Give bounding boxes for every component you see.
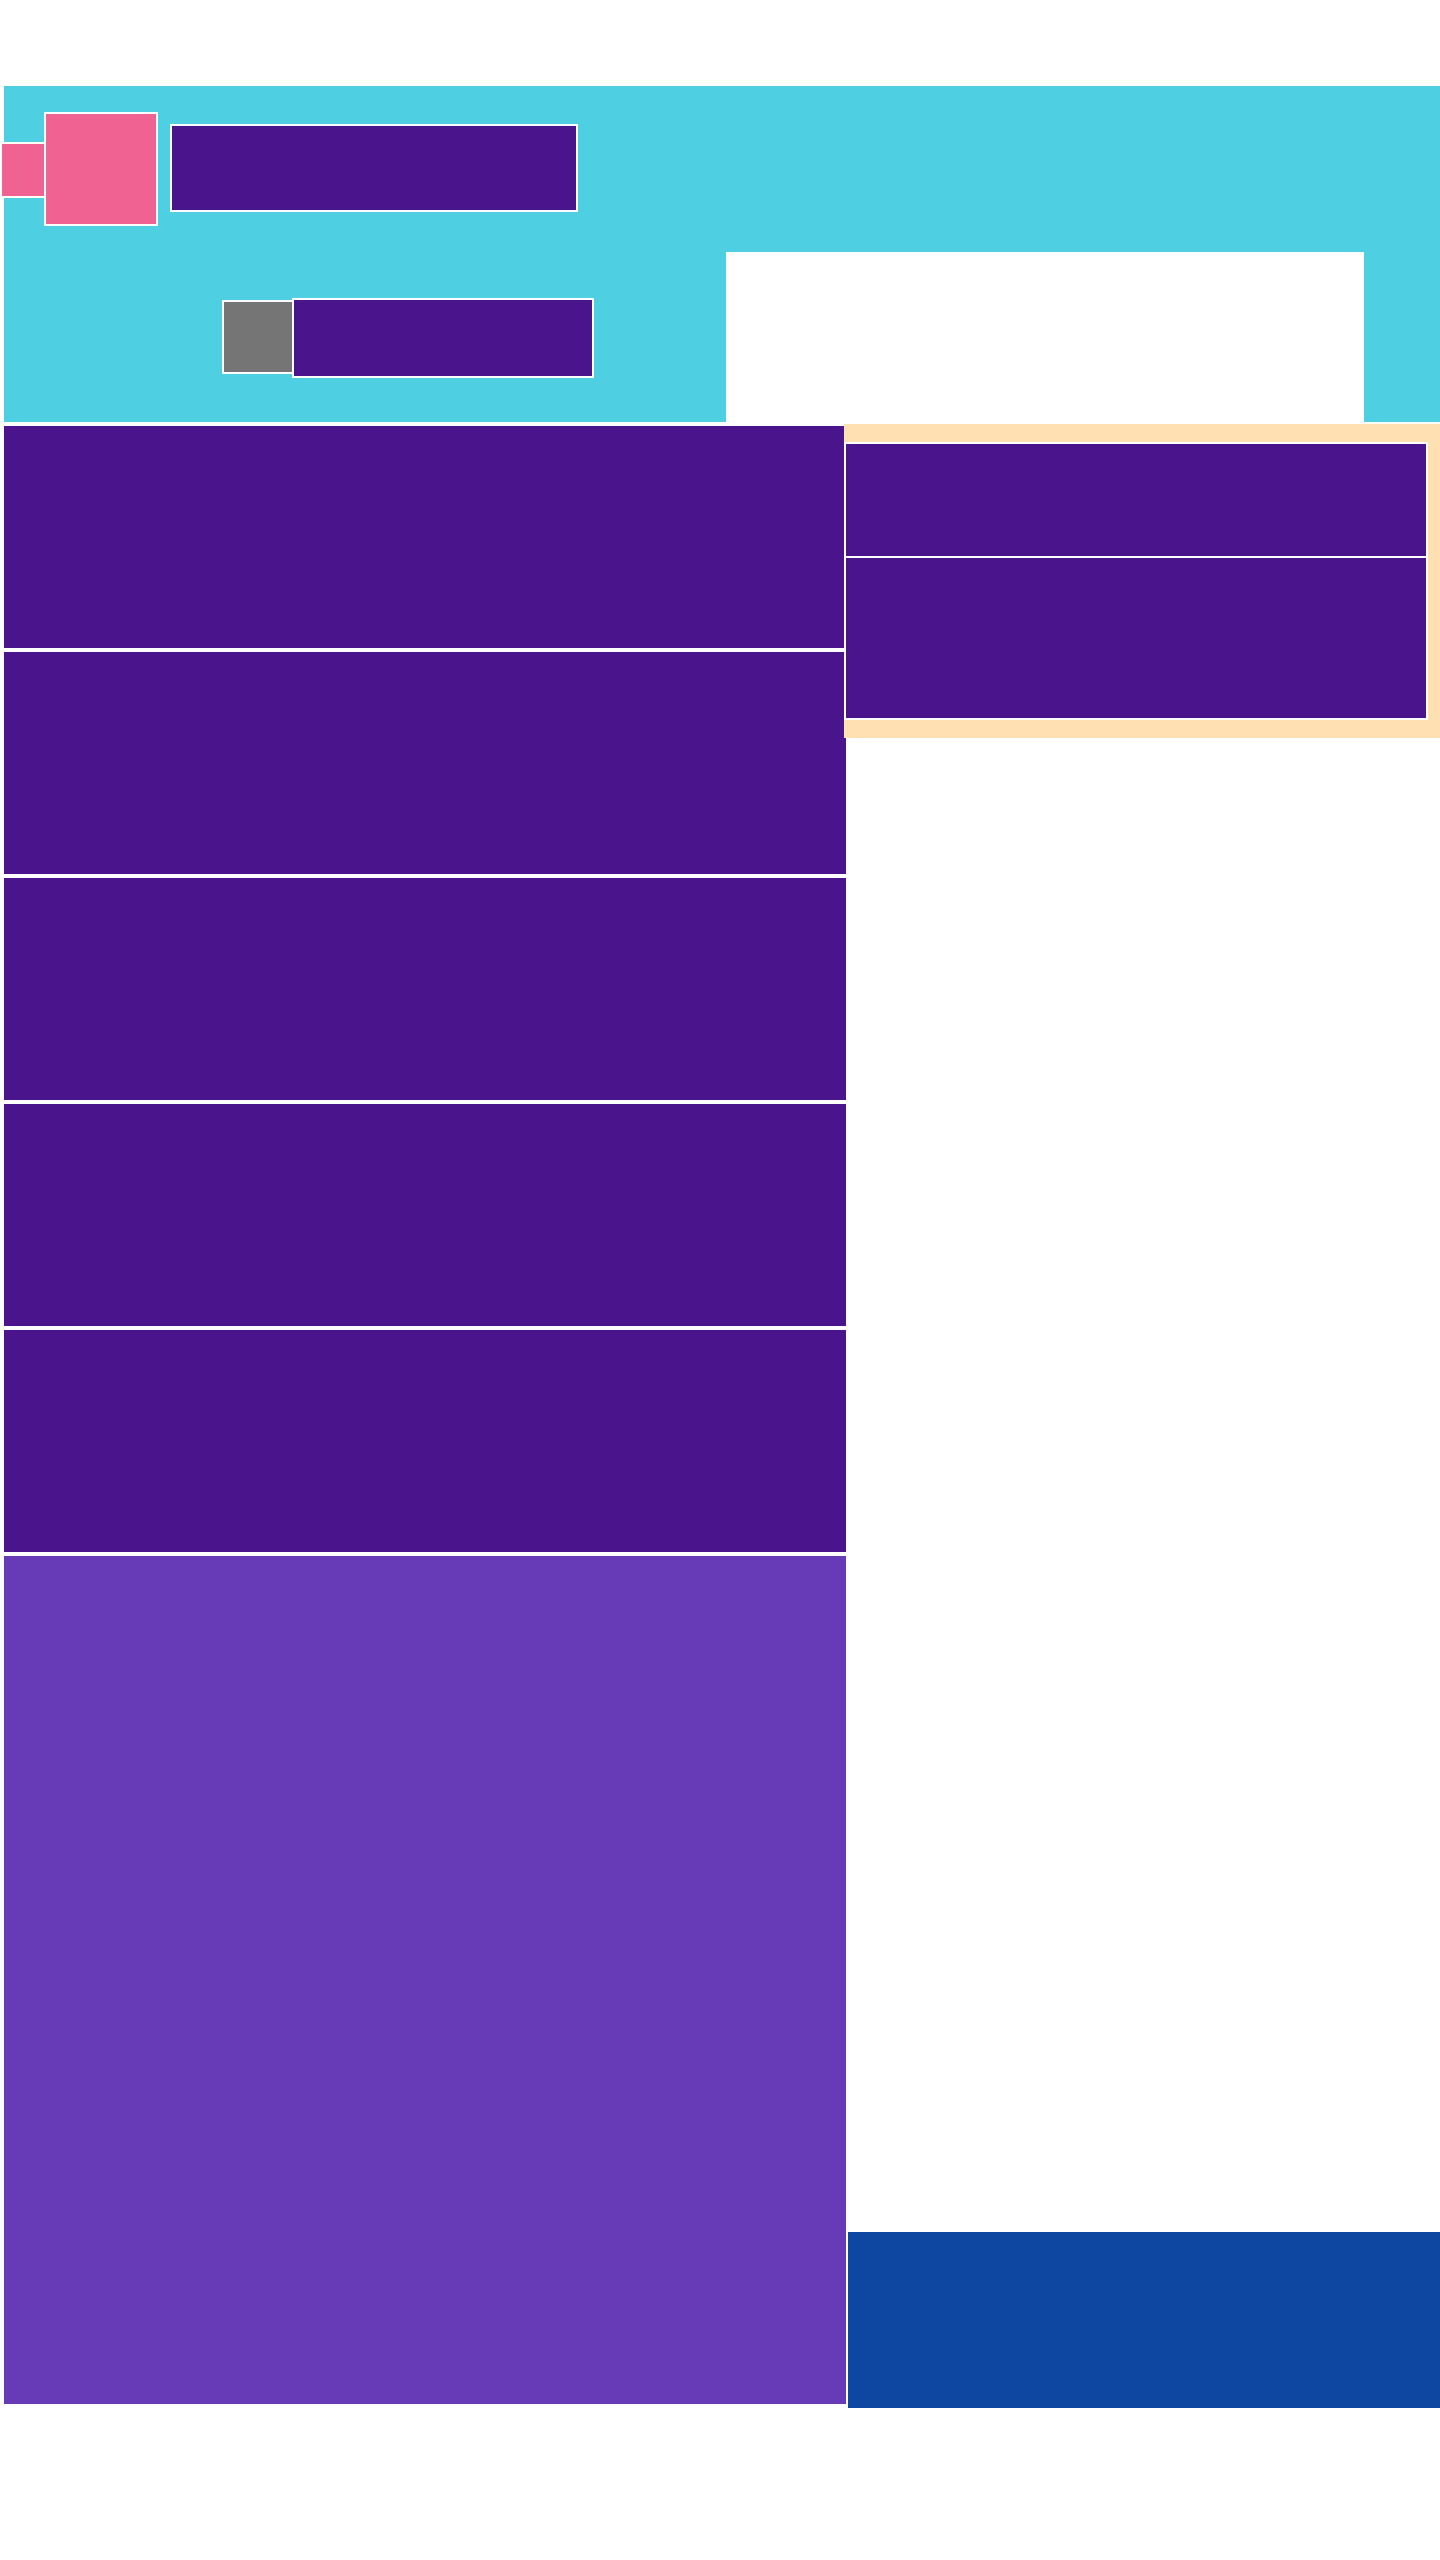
- user-subtitle: [292, 298, 594, 378]
- list-item[interactable]: [2, 1102, 848, 1328]
- app-title: [170, 124, 578, 212]
- app-logo[interactable]: [44, 112, 158, 226]
- list-item[interactable]: [2, 424, 848, 650]
- avatar-icon[interactable]: [222, 300, 296, 374]
- list-item[interactable]: [2, 1328, 848, 1554]
- action-bar[interactable]: [848, 2232, 1440, 2408]
- content-panel: [2, 1554, 848, 2406]
- list-item[interactable]: [2, 650, 848, 876]
- menu-tab[interactable]: [0, 142, 46, 198]
- search-input[interactable]: [726, 252, 1364, 424]
- list-item[interactable]: [2, 876, 848, 1102]
- side-card[interactable]: [844, 556, 1428, 720]
- search-field[interactable]: [726, 252, 1364, 424]
- side-card[interactable]: [844, 442, 1428, 560]
